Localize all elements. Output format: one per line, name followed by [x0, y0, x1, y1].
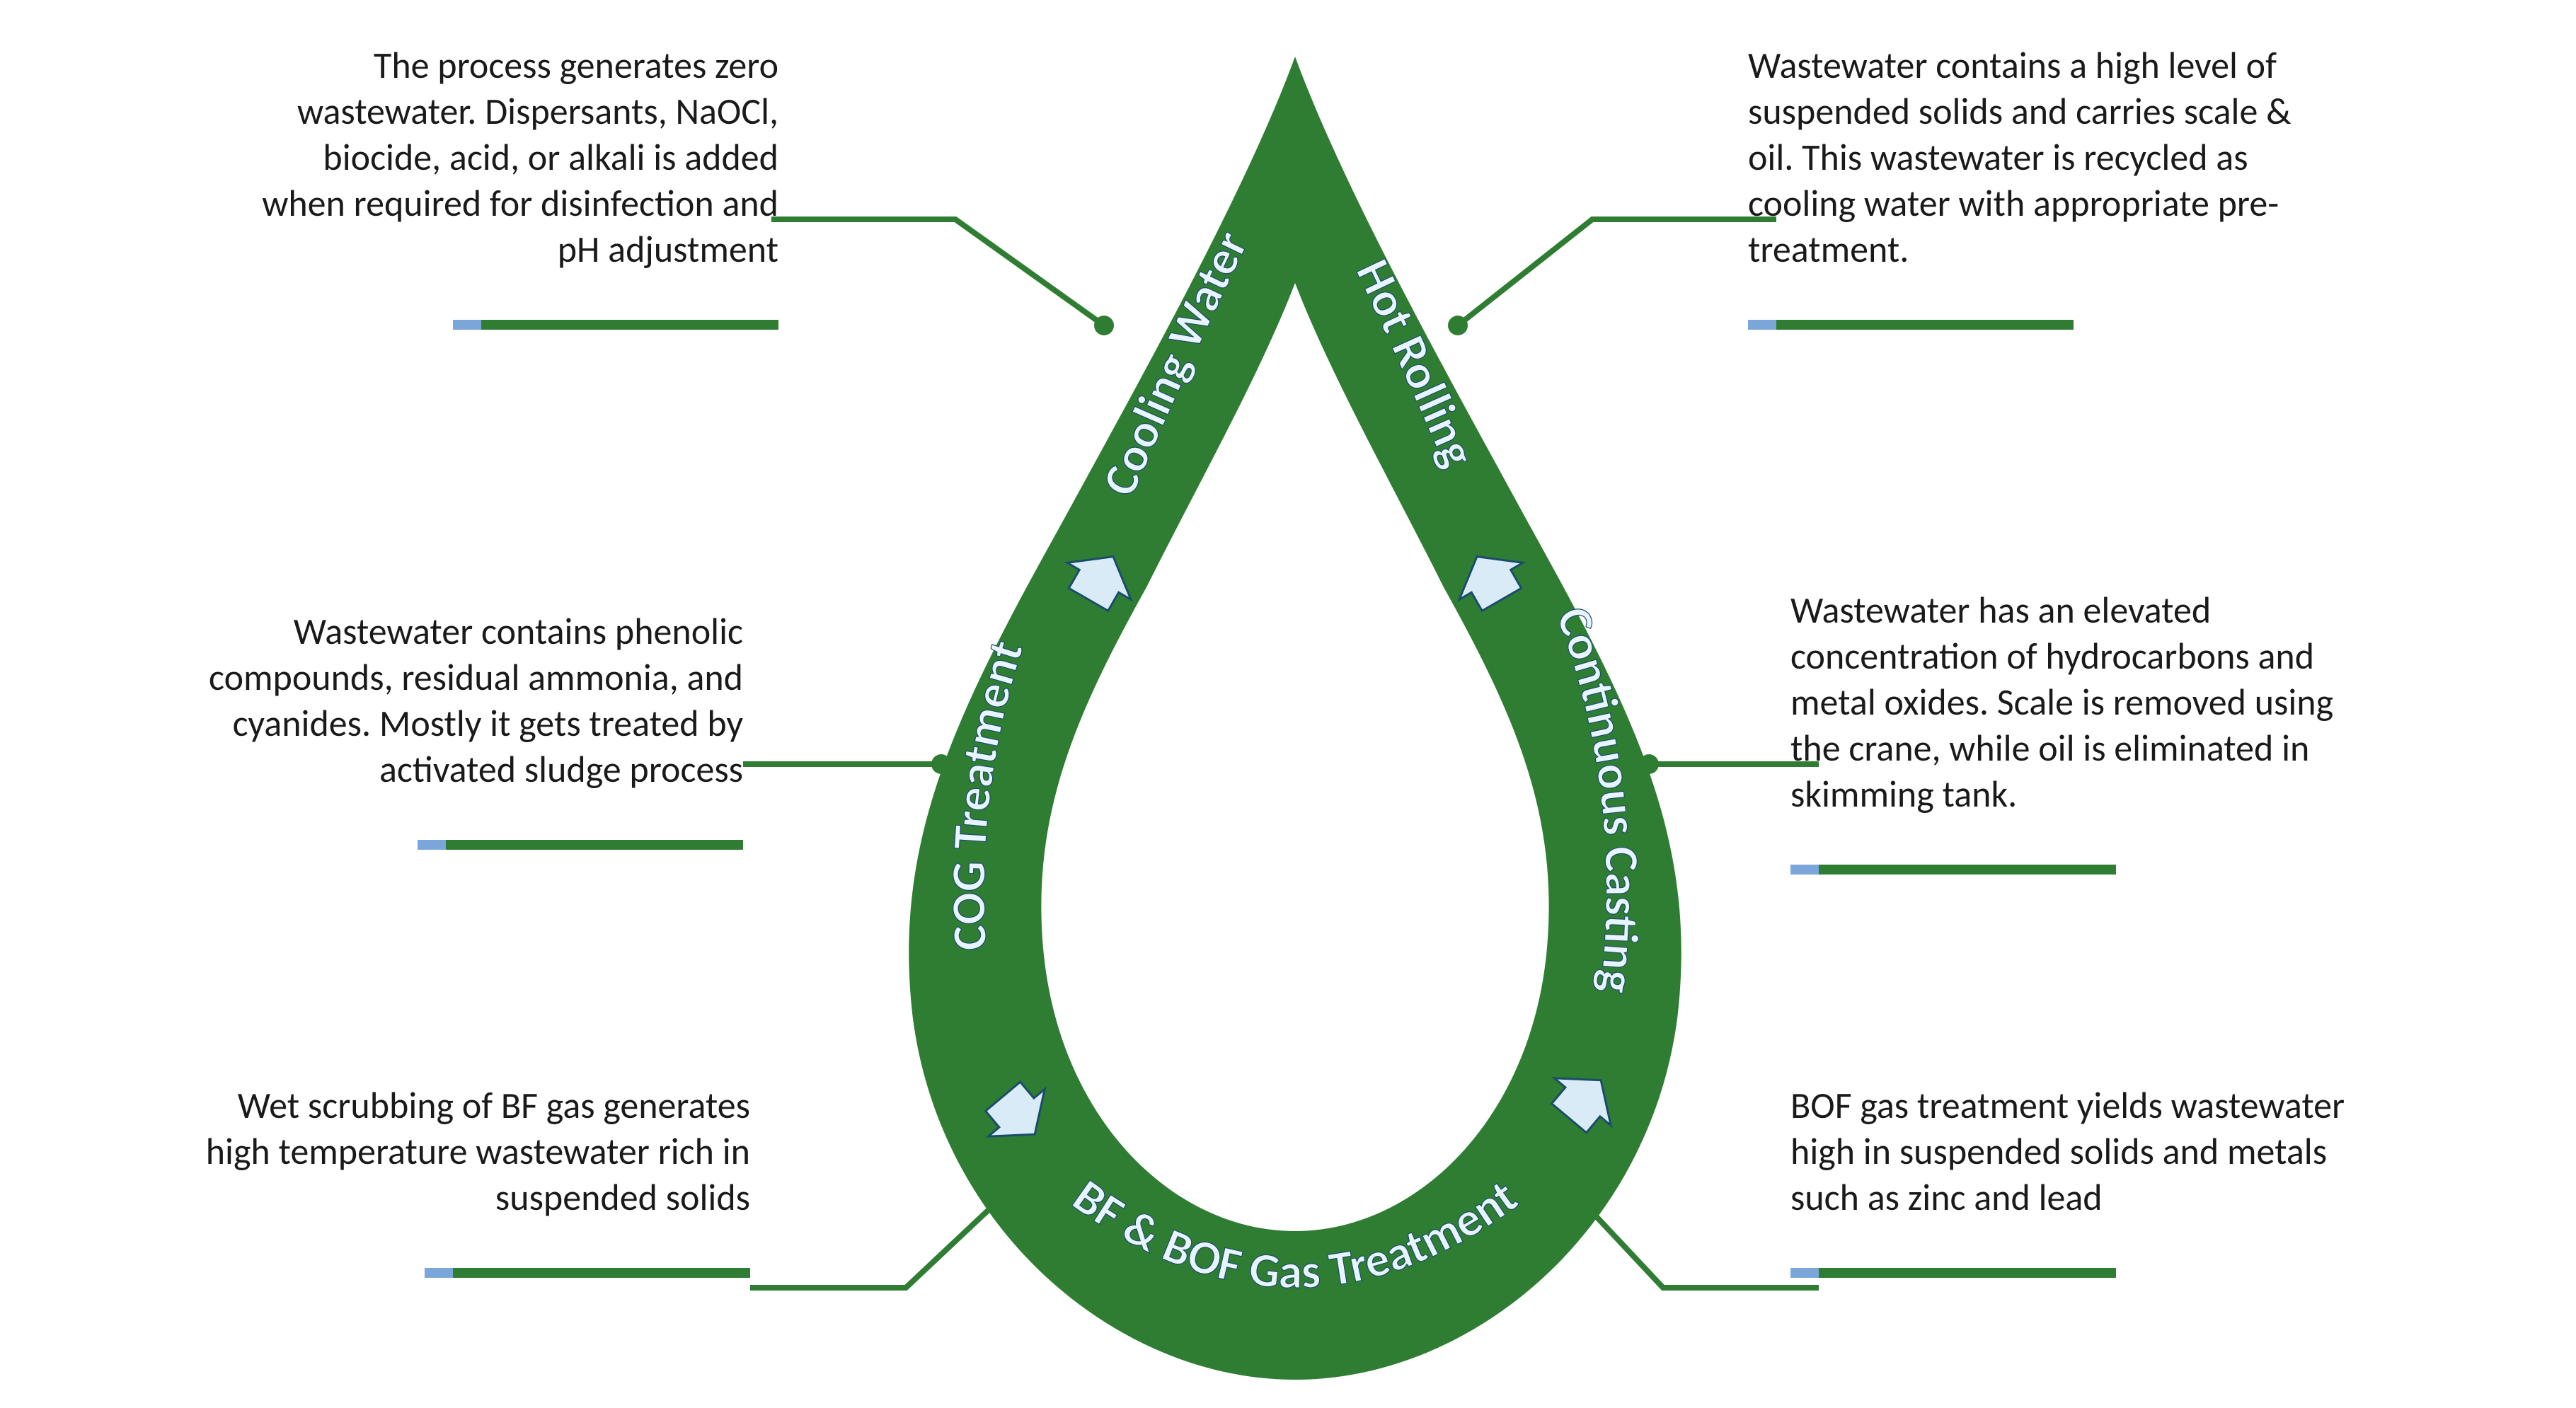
callout-underline	[453, 284, 778, 294]
callout-text: The process generates zero wastewater. D…	[241, 42, 778, 272]
callout-underline	[1790, 829, 2116, 838]
water-drop-diagram: Cooling Water Hot Rolling COG Treatment …	[849, 28, 1741, 1401]
callout-text: Wastewater contains phenolic compounds, …	[177, 608, 743, 792]
callout-cog-treatment: Wastewater contains phenolic compounds, …	[177, 608, 743, 850]
callout-underline	[1790, 1232, 2116, 1242]
callout-hot-rolling: Wastewater contains a high level of susp…	[1748, 42, 2328, 330]
callout-text: Wet scrubbing of BF gas generates high t…	[205, 1083, 750, 1221]
callout-underline	[425, 1232, 750, 1242]
infographic-stage: Cooling Water Hot Rolling COG Treatment …	[0, 0, 2576, 1408]
callout-cooling-water: The process generates zero wastewater. D…	[241, 42, 778, 330]
callout-text: Wastewater contains a high level of susp…	[1748, 42, 2328, 272]
callout-text: Wastewater has an elevated concentration…	[1790, 587, 2385, 817]
callout-underline	[1748, 284, 2074, 294]
callout-bof-gas: BOF gas treatment yields wastewater high…	[1790, 1083, 2378, 1278]
callout-text: BOF gas treatment yields wastewater high…	[1790, 1083, 2378, 1221]
callout-bf-gas: Wet scrubbing of BF gas generates high t…	[205, 1083, 750, 1278]
callout-underline	[418, 804, 743, 814]
callout-continuous-casting: Wastewater has an elevated concentration…	[1790, 587, 2385, 875]
